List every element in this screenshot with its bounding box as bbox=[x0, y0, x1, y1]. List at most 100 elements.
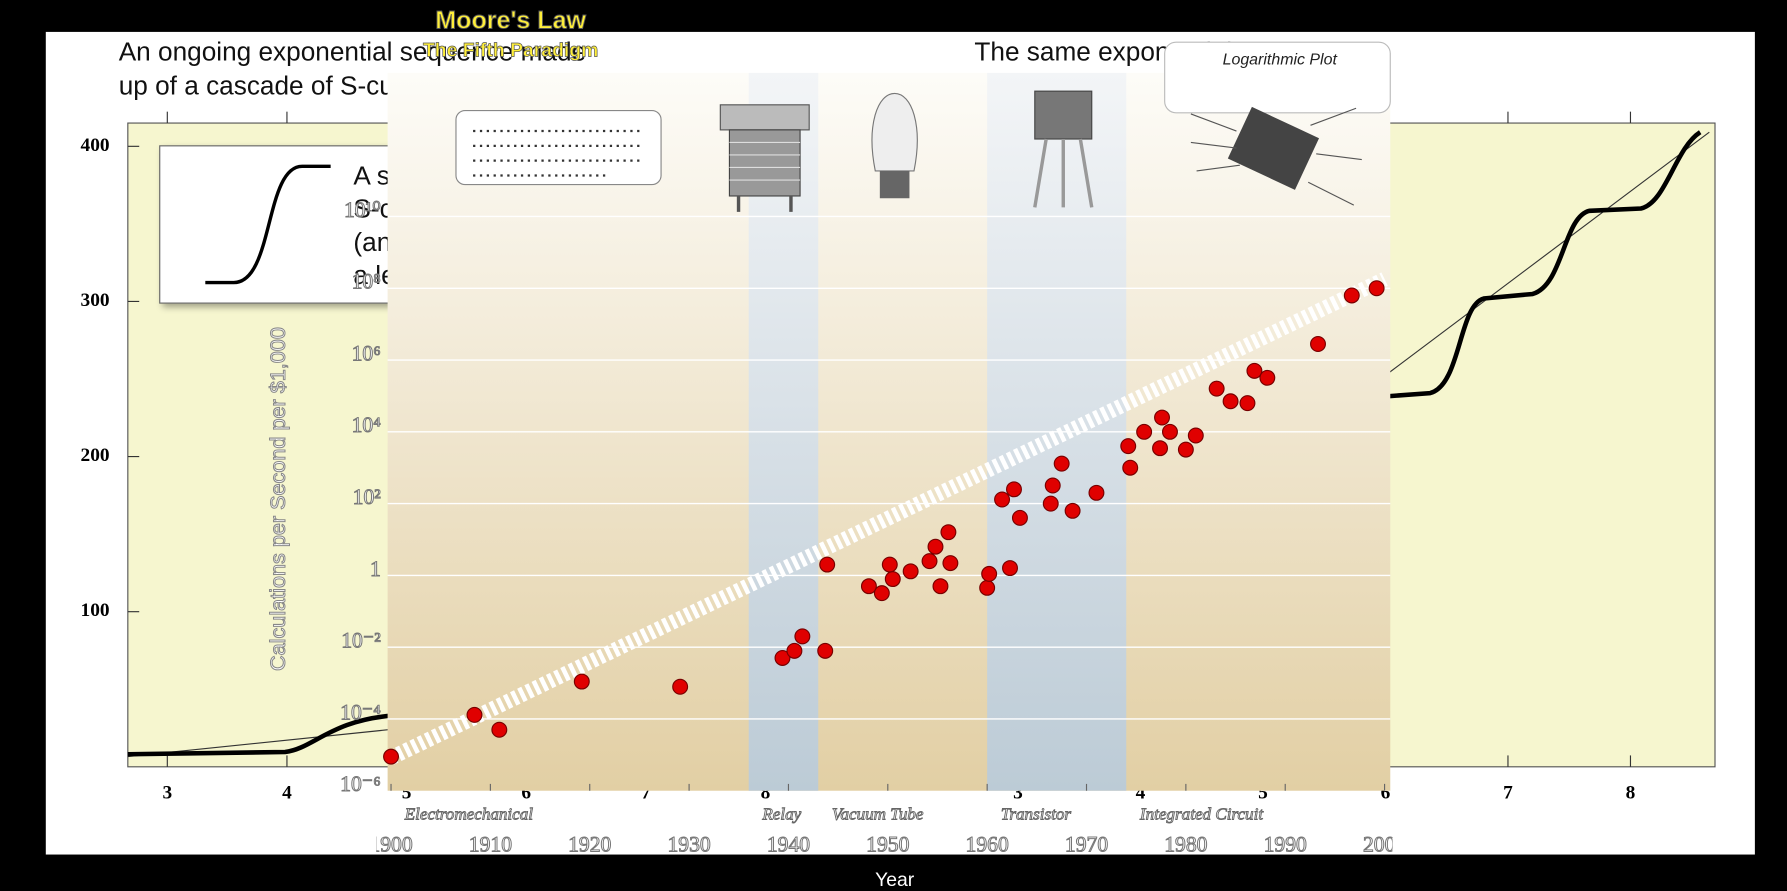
era-label: Integrated Circuit bbox=[1139, 805, 1264, 824]
data-point bbox=[1368, 280, 1385, 297]
data-point bbox=[884, 571, 901, 588]
data-point bbox=[1002, 560, 1018, 577]
chart-title: Moore's Law bbox=[435, 6, 586, 34]
x-tick-label: 5 bbox=[402, 783, 412, 804]
data-point bbox=[1120, 438, 1137, 455]
note: Logarithmic Plot bbox=[1223, 52, 1338, 69]
data-point bbox=[940, 524, 957, 541]
relay-coil bbox=[728, 129, 801, 197]
x-tick-label: 1950 bbox=[866, 833, 909, 857]
data-point bbox=[672, 678, 689, 695]
era-label: Vacuum Tube bbox=[832, 805, 924, 824]
x-tick-label: 4 bbox=[1136, 783, 1146, 804]
era-label: Electromechanical bbox=[404, 805, 534, 824]
data-point bbox=[873, 585, 890, 602]
data-point bbox=[1161, 423, 1178, 440]
data-point bbox=[1136, 423, 1153, 440]
data-point bbox=[1246, 362, 1263, 379]
data-point bbox=[1042, 495, 1059, 512]
y-tick-label: 100 bbox=[81, 600, 110, 621]
y-tick-label: 200 bbox=[81, 445, 110, 466]
data-point bbox=[927, 538, 944, 555]
punch-card bbox=[455, 109, 662, 186]
y-tick-label: 10⁶ bbox=[352, 341, 381, 365]
tube-base bbox=[879, 170, 910, 199]
data-point bbox=[1222, 393, 1239, 410]
chip-traces bbox=[1190, 107, 1362, 206]
x-tick-label: 5 bbox=[1258, 783, 1268, 804]
chip bbox=[1227, 106, 1320, 190]
data-point bbox=[1044, 477, 1061, 494]
data-point bbox=[819, 556, 836, 573]
note-box bbox=[1164, 41, 1391, 114]
inset-s-curve bbox=[205, 164, 331, 285]
x-axis-label: Year bbox=[875, 869, 915, 891]
data-point bbox=[1259, 369, 1276, 386]
x-tick-label: 6 bbox=[1381, 783, 1391, 804]
tube-glass bbox=[871, 92, 918, 172]
x-tick-label: 1930 bbox=[667, 833, 710, 857]
data-point bbox=[1006, 481, 1022, 498]
thin-curve bbox=[1384, 131, 1710, 377]
transistor-legs bbox=[1033, 138, 1094, 208]
panel-title: An ongoing exponential sequence made bbox=[119, 36, 586, 66]
x-tick-label: 1970 bbox=[1065, 833, 1108, 857]
data-point bbox=[932, 578, 949, 595]
data-point bbox=[1343, 287, 1360, 304]
era-label: Relay bbox=[761, 805, 801, 824]
s-curve-cascade bbox=[1384, 130, 1702, 399]
y-axis-label: Calculations per Second per $1,000 bbox=[265, 327, 290, 671]
data-point bbox=[786, 642, 803, 659]
clipped: 1900 1910 1920 1930 1940 1950 1960 1970 1980 1990… bbox=[369, 783, 1406, 857]
x-tick-label: 3 bbox=[162, 783, 172, 804]
x-tick-label: 1900 bbox=[369, 833, 412, 857]
data-point bbox=[881, 556, 898, 573]
x-tick-label: 3 bbox=[1013, 783, 1023, 804]
data-point bbox=[1187, 427, 1204, 444]
y-tick-label: 10⁻⁴ bbox=[340, 700, 381, 724]
data-point bbox=[1154, 409, 1170, 426]
era-label: Transistor bbox=[1001, 805, 1072, 824]
data-point bbox=[979, 579, 996, 596]
y-tick-label: 10⁸ bbox=[352, 270, 381, 294]
x-tick-label: 6 bbox=[521, 783, 531, 804]
y-tick-label: 10⁻⁶ bbox=[340, 772, 381, 796]
data-point bbox=[1122, 459, 1139, 476]
data-point bbox=[383, 748, 400, 765]
x-tick-label: 1910 bbox=[469, 833, 512, 857]
data-point bbox=[1064, 502, 1081, 519]
data-point bbox=[1152, 440, 1169, 457]
x-tick-label: 1990 bbox=[1264, 833, 1307, 857]
icons bbox=[455, 90, 1362, 212]
x-tick-label: 2000 bbox=[1363, 833, 1406, 857]
data-point bbox=[774, 649, 791, 666]
trend-line bbox=[387, 272, 1388, 765]
y-tick-label: 1 bbox=[370, 557, 381, 581]
y-tick-label: 10⁻² bbox=[341, 629, 381, 653]
data-point bbox=[466, 706, 483, 723]
relay-pins bbox=[736, 195, 793, 212]
x-tick-label: 7 bbox=[641, 783, 651, 804]
data-point bbox=[1177, 441, 1194, 458]
transistor-body bbox=[1034, 90, 1093, 140]
data-point bbox=[860, 578, 877, 595]
data-point bbox=[902, 563, 919, 580]
moore-chart: Electromechanical Relay Vacuum Tube Transis… bbox=[369, 72, 1406, 857]
x-tick-label: 8 bbox=[1626, 783, 1636, 804]
data-point bbox=[1011, 509, 1028, 526]
y-tick-label: 10⁴ bbox=[352, 413, 381, 437]
x-tick-label: 1960 bbox=[966, 833, 1009, 857]
x-tick-label: 1980 bbox=[1164, 833, 1207, 857]
x-tick-label: 7 bbox=[1503, 783, 1513, 804]
y-tick-label: 10¹⁰ bbox=[344, 198, 381, 222]
relay-windings bbox=[729, 141, 801, 181]
data-point bbox=[573, 673, 590, 690]
data-point bbox=[1310, 336, 1326, 352]
y-tick-label: 10² bbox=[353, 485, 381, 509]
x-tick-label: 4 bbox=[282, 783, 292, 804]
x-tick-label: 1920 bbox=[568, 833, 611, 857]
data-point bbox=[1053, 455, 1070, 472]
relay-top bbox=[719, 104, 810, 131]
